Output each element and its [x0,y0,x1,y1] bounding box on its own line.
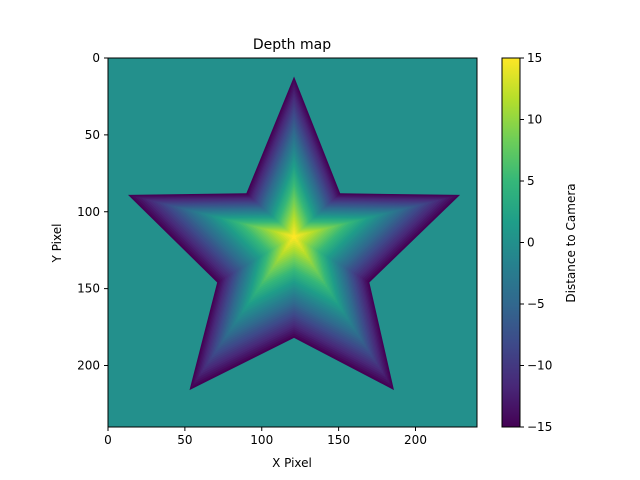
x-tick-label: 100 [250,433,273,447]
x-tick-label: 0 [104,433,112,447]
y-tick-label: 100 [77,205,100,219]
colorbar-tick-label: 10 [527,113,542,127]
colorbar-label: Distance to Camera [564,183,578,302]
y-axis-label: Y Pixel [50,224,64,264]
colorbar-tick-label: −15 [527,420,552,434]
y-tick-label: 50 [85,128,100,142]
colorbar-tick-label: −10 [527,359,552,373]
y-axis: 0 50 100 150 200 [77,51,108,373]
depth-star [127,76,461,391]
colorbar-tick-label: 0 [527,236,535,250]
colorbar-tick-label: 15 [527,51,542,65]
y-tick-label: 0 [92,51,100,65]
colorbar-tick-label: 5 [527,174,535,188]
colorbar: −15 −10 −5 0 5 10 15 Distance to Camera [501,51,578,434]
colorbar-tick-label: −5 [527,297,545,311]
x-tick-label: 150 [327,433,350,447]
x-axis-label: X Pixel [272,456,312,470]
y-tick-label: 150 [77,282,100,296]
x-tick-label: 50 [177,433,192,447]
y-tick-label: 200 [77,359,100,373]
depth-contour [290,233,298,240]
chart-title: Depth map [253,37,331,53]
plot-frame [107,57,478,428]
heatmap-plot-area [107,57,478,428]
colorbar-ticks: −15 −10 −5 0 5 10 15 [520,51,552,434]
x-tick-label: 200 [404,433,427,447]
colorbar-gradient [501,57,521,428]
x-axis: 0 50 100 150 200 [104,427,427,447]
